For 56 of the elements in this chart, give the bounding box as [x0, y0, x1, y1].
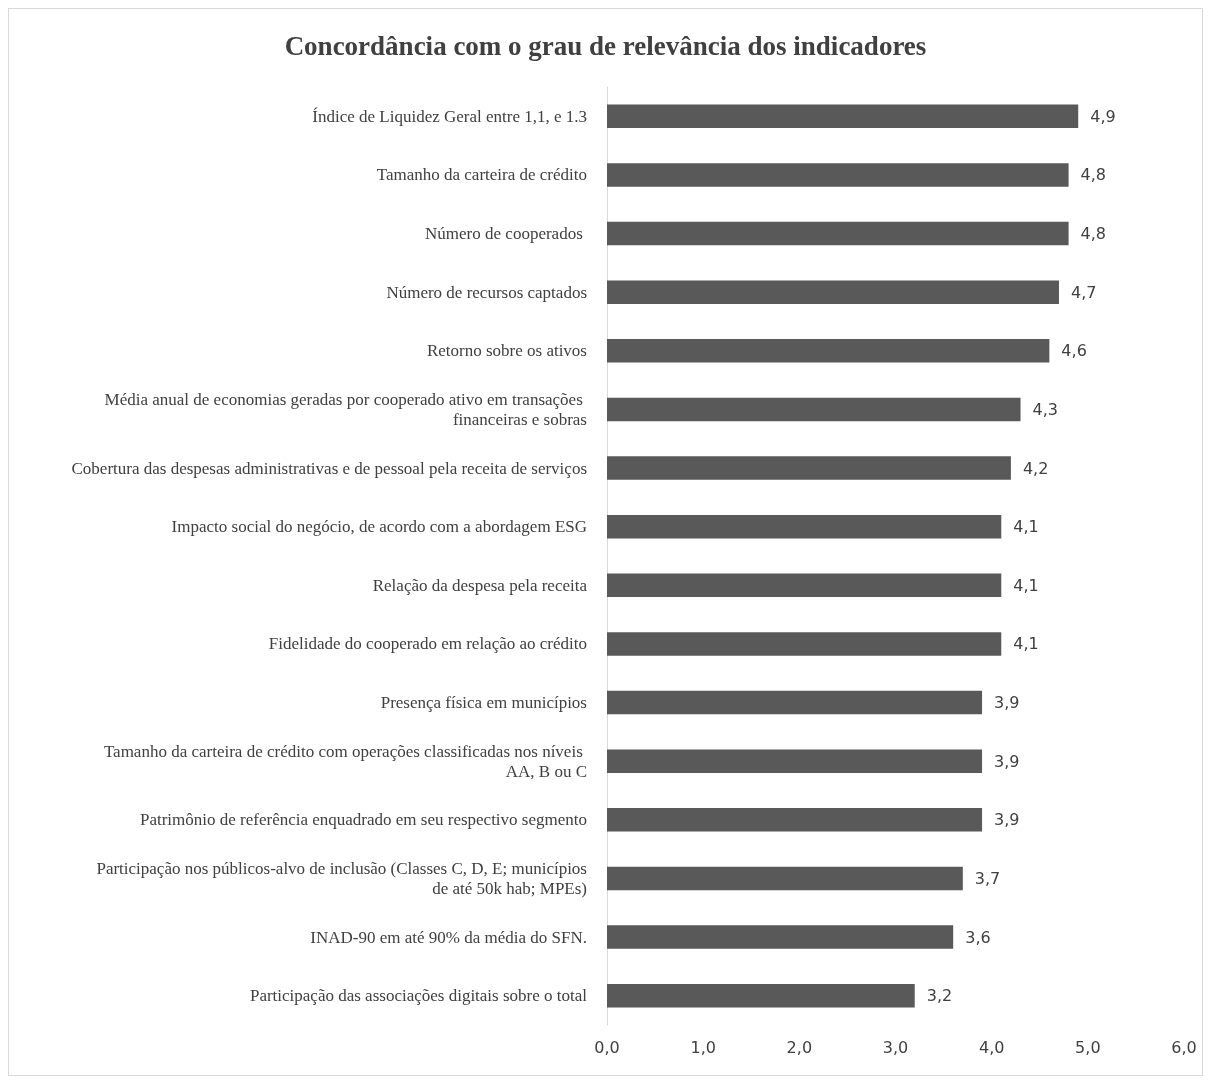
y-tick-label: INAD-90 em até 90% da média do SFN.: [310, 927, 587, 947]
y-tick-label: Fidelidade do cooperado em relação ao crédito: [268, 634, 587, 654]
x-tick-label: 2,0: [786, 1037, 813, 1057]
y-tick-label: Presença física em municípios: [380, 693, 587, 713]
data-label: 4,1: [1013, 634, 1039, 654]
bar: [607, 749, 983, 773]
x-tick-label: 3,0: [882, 1037, 909, 1057]
data-label: 4,7: [1070, 282, 1097, 302]
bar: [607, 808, 983, 832]
y-tick-label: Relação da despesa pela receita: [372, 575, 588, 595]
y-tick-label: Tamanho da carteira de crédito com operações classificadas nos níveis AA, B ou C: [103, 741, 587, 781]
bar: [607, 104, 1079, 129]
y-tick-label: Número de recursos captados: [386, 282, 587, 302]
bar: [607, 690, 983, 715]
y-tick-label: Tamanho da carteira de crédito: [376, 165, 587, 185]
x-tick-label: 6,0: [1171, 1037, 1197, 1057]
x-tick-label: 1,0: [690, 1037, 716, 1057]
bar: [607, 514, 1002, 539]
y-tick-label: Média anual de economias geradas por cooperado ativo em transações financeiras e sobras: [104, 389, 587, 429]
y-tick-label: Retorno sobre os ativos: [426, 341, 587, 361]
data-label: 3,7: [974, 868, 1001, 888]
bar: [607, 456, 1011, 480]
bar: [607, 573, 1002, 598]
bar: [607, 221, 1069, 246]
y-tick-label: Participação nos públicos-alvo de inclusão (Classes C, D, E; municípios de até 50k hab; MPEs): [96, 858, 587, 898]
data-label: 4,3: [1032, 399, 1058, 419]
bar: [607, 280, 1059, 304]
x-tick-label: 5,0: [1075, 1037, 1101, 1057]
bar: [607, 397, 1021, 422]
data-label: 3,9: [994, 751, 1020, 771]
y-tick-label: Número de cooperados: [425, 224, 587, 244]
data-label: 3,9: [994, 693, 1020, 713]
y-tick-label: Índice de Liquidez Geral entre 1,1, e 1.3: [312, 106, 587, 126]
bar: [607, 866, 963, 891]
bar: [607, 163, 1069, 187]
data-label: 4,9: [1090, 106, 1116, 126]
data-label: 3,9: [994, 810, 1020, 830]
x-tick-label: 0,0: [594, 1037, 620, 1057]
y-tick-label: Participação das associações digitais sobre o total: [249, 986, 588, 1006]
chart-title: Concordância com o grau de relevância dos indicadores: [284, 30, 927, 61]
bar: [607, 632, 1002, 656]
bar: [607, 339, 1050, 363]
data-label: 3,6: [965, 927, 991, 947]
data-label: 4,1: [1013, 517, 1039, 537]
data-label: 4,8: [1080, 224, 1107, 244]
data-label: 4,1: [1013, 575, 1039, 595]
data-label: 3,2: [926, 986, 953, 1006]
y-tick-label: Cobertura das despesas administrativas e de pessoal pela receita de serviços: [71, 458, 587, 478]
data-label: 4,6: [1061, 341, 1087, 361]
data-label: 4,8: [1080, 165, 1107, 185]
data-label: 4,2: [1022, 458, 1049, 478]
y-tick-label: Patrimônio de referência enquadrado em seu respectivo segmento: [139, 810, 587, 830]
bar: [607, 925, 954, 949]
x-tick-label: 4,0: [978, 1037, 1005, 1057]
y-tick-label: Impacto social do negócio, de acordo com a abordagem ESG: [171, 517, 587, 537]
bar: [607, 983, 915, 1008]
